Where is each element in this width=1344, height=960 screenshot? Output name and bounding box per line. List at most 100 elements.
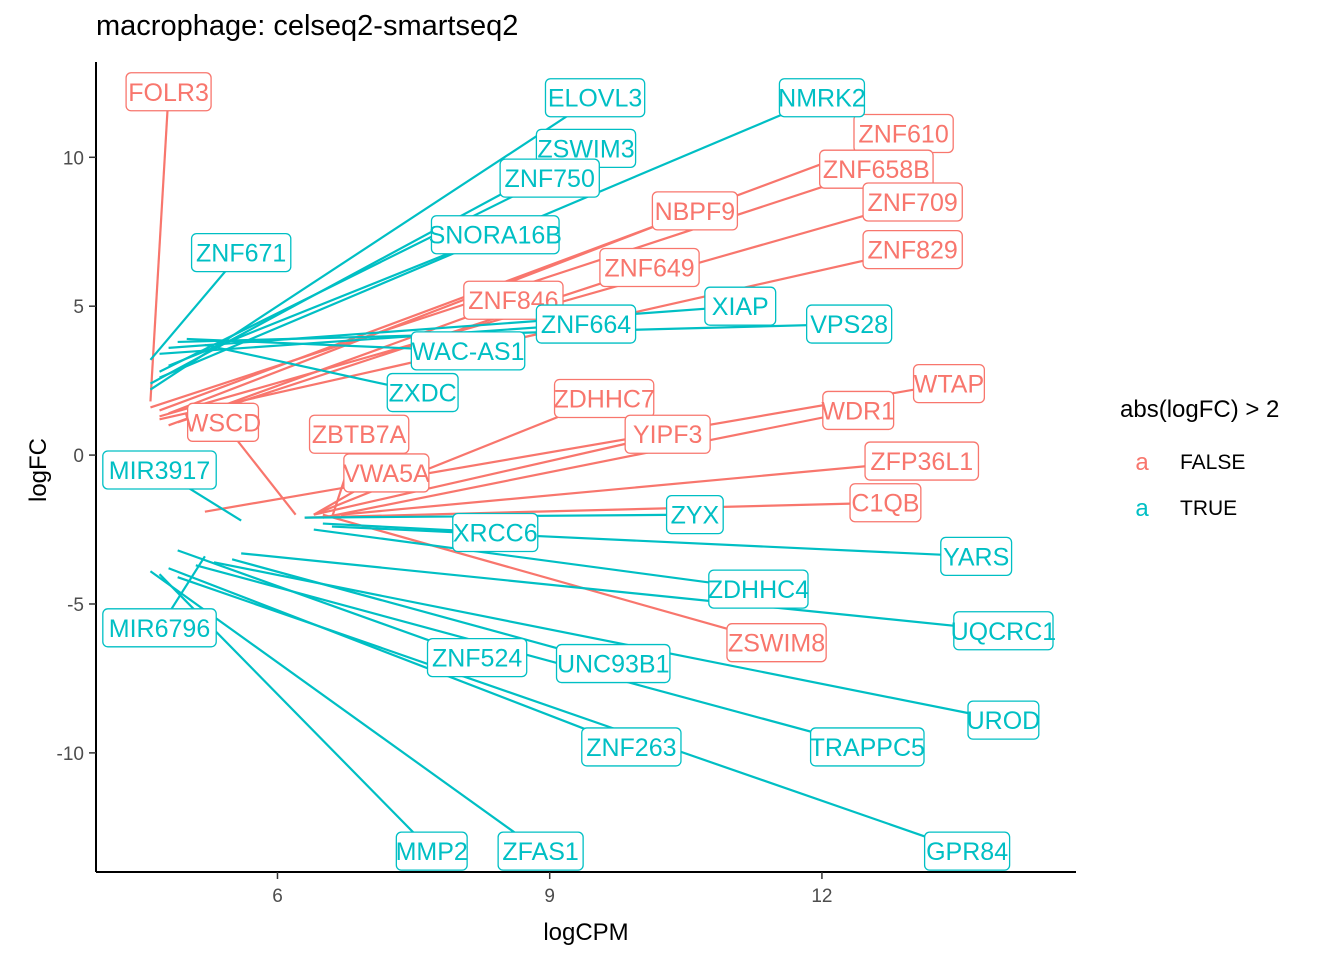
gene-label: YARS <box>940 536 1013 576</box>
gene-label-box <box>599 247 700 288</box>
gene-label-box <box>708 569 809 609</box>
gene-label: ZFP36L1 <box>864 441 980 481</box>
gene-label: ZNF709 <box>862 182 963 222</box>
gene-label-box <box>809 727 925 767</box>
label-segment <box>195 564 868 748</box>
chart-title: macrophage: celseq2-smartseq2 <box>96 10 519 42</box>
gene-label: ZNF649 <box>599 247 700 288</box>
gene-label: ZYX <box>665 494 724 535</box>
gene-label-box <box>308 414 410 454</box>
y-tick-label: 0 <box>73 446 84 467</box>
gene-label-box <box>912 363 986 404</box>
x-tick-label: 12 <box>811 886 832 907</box>
gene-label: ZSWIM8 <box>726 623 827 663</box>
gene-label-text: NBPF9 <box>655 198 736 226</box>
gene-label-text: ZSWIM8 <box>728 630 825 658</box>
gene-label-box <box>497 831 584 871</box>
gene-label-box <box>953 611 1054 651</box>
gene-label: GPR84 <box>923 831 1011 871</box>
label-segment <box>340 459 922 516</box>
gene-label-box <box>410 331 526 371</box>
gene-label: ZNF664 <box>535 304 637 344</box>
gene-label-box <box>726 623 827 663</box>
gene-label-text: WAC-AS1 <box>412 338 525 366</box>
gene-label: XIAP <box>704 286 777 326</box>
gene-label: NBPF9 <box>651 191 739 231</box>
gene-label-text: XRCC6 <box>453 520 538 548</box>
label-segment <box>304 501 886 519</box>
gene-label-box <box>395 831 468 871</box>
gene-label-text: ZDHHC7 <box>553 386 654 414</box>
gene-label-text: NMRK2 <box>778 85 866 113</box>
legend-title: abs(logFC) > 2 <box>1120 396 1280 423</box>
label-segment <box>322 409 859 519</box>
y-tick-label: 5 <box>73 297 84 318</box>
gene-label: MIR3917 <box>102 450 217 490</box>
gene-label-text: XIAP <box>712 293 769 321</box>
gene-label-text: ZNF649 <box>604 254 694 282</box>
gene-label: NMRK2 <box>778 78 866 118</box>
label-segment <box>177 549 478 659</box>
y-tick-label: -10 <box>57 744 84 765</box>
gene-label-box <box>430 215 560 255</box>
gene-label-text: UQCRC1 <box>951 618 1057 646</box>
gene-label: ZFAS1 <box>497 831 584 871</box>
gene-label-text: SNORA16B <box>429 222 562 250</box>
label-segment <box>313 433 668 516</box>
gene-label-box <box>822 390 895 431</box>
label-segment <box>168 209 696 415</box>
label-segment <box>213 561 1004 722</box>
gene-label: TRAPPC5 <box>809 727 925 767</box>
gene-label: YIPF3 <box>624 414 711 454</box>
gene-label: FOLR3 <box>125 72 212 112</box>
gene-label-text: ZNF263 <box>586 734 676 762</box>
gene-label-box <box>426 637 528 678</box>
x-tick-label: 9 <box>544 886 555 907</box>
gene-label-box <box>704 286 777 326</box>
gene-label: SNORA16B <box>429 215 562 255</box>
x-axis-ticks: 6 9 12 <box>272 872 832 907</box>
gene-label: MIR6796 <box>102 608 217 648</box>
gene-label-text: UROD <box>967 707 1041 735</box>
gene-label: ZNF658B <box>819 149 934 189</box>
gene-label: ZNF671 <box>190 232 292 273</box>
gene-label: ZNF829 <box>862 229 963 270</box>
gene-label-box <box>651 191 739 231</box>
gene-label-box <box>862 229 963 270</box>
gene-label: VWA5A <box>343 453 430 493</box>
gene-label-text: GPR84 <box>926 838 1008 866</box>
label-segment <box>231 558 614 665</box>
gene-label-text: VPS28 <box>810 311 888 339</box>
gene-label-text: ZNF829 <box>868 237 958 265</box>
y-tick-label: 10 <box>63 148 84 169</box>
gene-label: ZNF610 <box>853 113 954 154</box>
gene-label: WSCD <box>185 402 261 442</box>
label-segment <box>322 513 777 644</box>
gene-labels: FOLR3 ZNF610 ZNF658B ZNF709 NBPF9 ZNF829 ZNF64… <box>102 72 1057 871</box>
gene-label-box <box>555 643 671 684</box>
legend-item: a FALSE <box>1120 440 1279 486</box>
gene-label-box <box>186 402 260 442</box>
gene-label-text: C1QB <box>851 490 919 518</box>
gene-label-text: VWA5A <box>343 460 430 488</box>
gene-label: ZXDC <box>386 372 459 413</box>
y-axis-ticks: -10 -5 0 5 10 <box>57 148 96 765</box>
gene-label-text: MIR6796 <box>109 615 210 643</box>
gene-label-text: MMP2 <box>396 838 468 866</box>
gene-label: WTAP <box>912 363 986 404</box>
gene-label: ZNF263 <box>581 727 682 767</box>
gene-label-box <box>864 441 980 481</box>
gene-label: ZNF524 <box>426 637 528 678</box>
legend-label: FALSE <box>1180 451 1246 474</box>
gene-label: ZNF750 <box>499 158 600 198</box>
label-segment <box>168 305 741 349</box>
gene-label-text: UNC93B1 <box>557 651 670 679</box>
x-tick-label: 6 <box>272 886 283 907</box>
x-axis-label: logCPM <box>543 919 628 946</box>
label-segment <box>313 528 759 591</box>
legend: abs(logFC) > 2 a FALSE a TRUE <box>1120 396 1279 532</box>
gene-label: ELOVL3 <box>544 78 646 118</box>
gene-label-box <box>923 831 1011 871</box>
gene-label-text: YIPF3 <box>633 421 702 449</box>
